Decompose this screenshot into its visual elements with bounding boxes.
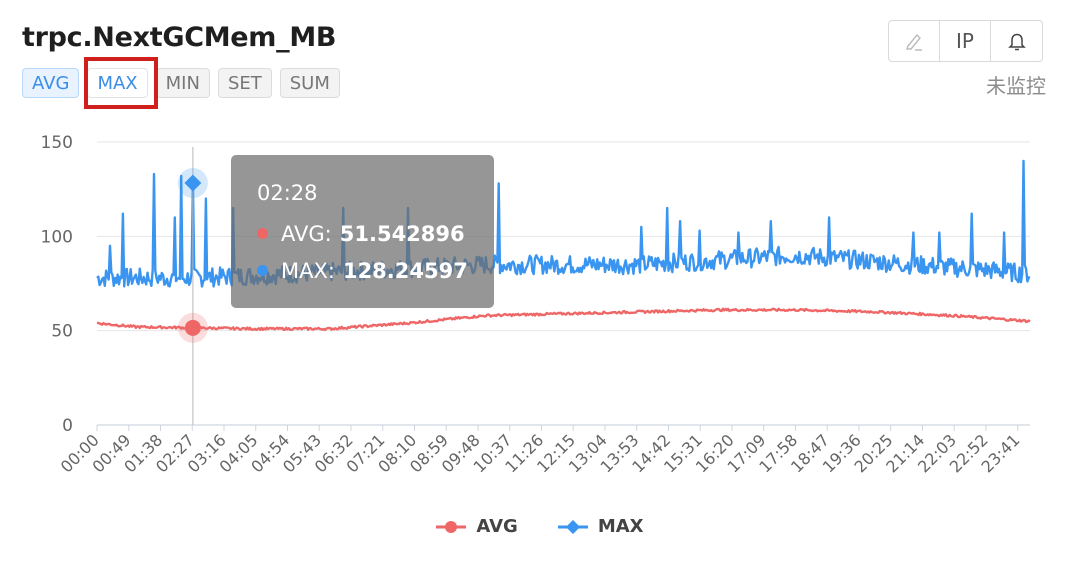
tooltip-max-value: 128.24597 — [342, 258, 468, 283]
legend-avg-label: AVG — [476, 516, 518, 537]
legend-avg-icon — [436, 520, 467, 533]
legend-item-max[interactable]: MAX — [557, 516, 644, 537]
alarm-button[interactable] — [991, 21, 1042, 61]
metric-title: trpc.NextGCMem_MB — [22, 22, 337, 53]
legend-max-icon — [557, 519, 588, 534]
tab-max[interactable]: MAX — [87, 68, 148, 98]
avg-point-marker — [184, 319, 201, 336]
toolbar: IP — [888, 20, 1043, 62]
aggregation-tabs: AVG MAX MIN SET SUM — [22, 68, 340, 98]
max-dot-icon — [257, 265, 268, 276]
y-tick-label: 0 — [62, 416, 73, 436]
avg-dot-icon — [257, 228, 268, 239]
ip-button[interactable]: IP — [940, 21, 991, 61]
tab-sum[interactable]: SUM — [279, 68, 340, 98]
edit-button[interactable] — [889, 21, 940, 61]
bell-icon — [1007, 33, 1026, 51]
tab-avg[interactable]: AVG — [22, 68, 80, 98]
tooltip-row-max: MAX: 128.24597 — [257, 252, 494, 289]
tab-min[interactable]: MIN — [155, 68, 210, 98]
y-tick-label: 50 — [51, 322, 73, 342]
tooltip-time: 02:28 — [257, 181, 318, 205]
tooltip-max-name: MAX — [281, 258, 328, 283]
avg-series-line — [96, 307, 1031, 332]
legend-max-label: MAX — [597, 516, 644, 537]
chart-tooltip: 02:28 AVG: 51.542896 MAX: 128.24597 — [231, 155, 494, 308]
tooltip-row-avg: AVG: 51.542896 — [257, 215, 494, 252]
chart-legend: AVG MAX — [0, 516, 1080, 537]
monitor-status: 未监控 — [986, 74, 1046, 98]
y-tick-label: 150 — [41, 133, 73, 153]
highlight-annotation-box — [84, 57, 158, 109]
tooltip-avg-name: AVG — [281, 221, 325, 246]
pencil-icon — [906, 33, 922, 51]
tab-set[interactable]: SET — [217, 68, 272, 98]
tooltip-avg-value: 51.542896 — [339, 221, 465, 246]
line-chart[interactable]: 05010015000:0000:4901:3802:2703:1604:050… — [0, 120, 1080, 510]
legend-item-avg[interactable]: AVG — [436, 516, 518, 537]
y-tick-label: 100 — [41, 227, 73, 247]
